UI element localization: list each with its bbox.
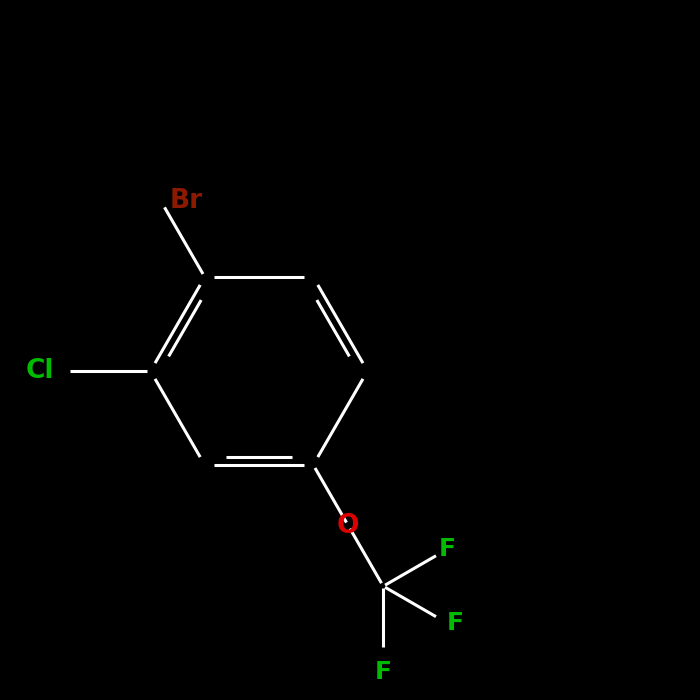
Text: O: O: [337, 512, 360, 538]
Text: F: F: [438, 538, 456, 561]
Text: F: F: [447, 611, 464, 635]
Text: Cl: Cl: [25, 358, 54, 384]
Text: Br: Br: [170, 188, 203, 214]
Text: F: F: [374, 659, 392, 684]
